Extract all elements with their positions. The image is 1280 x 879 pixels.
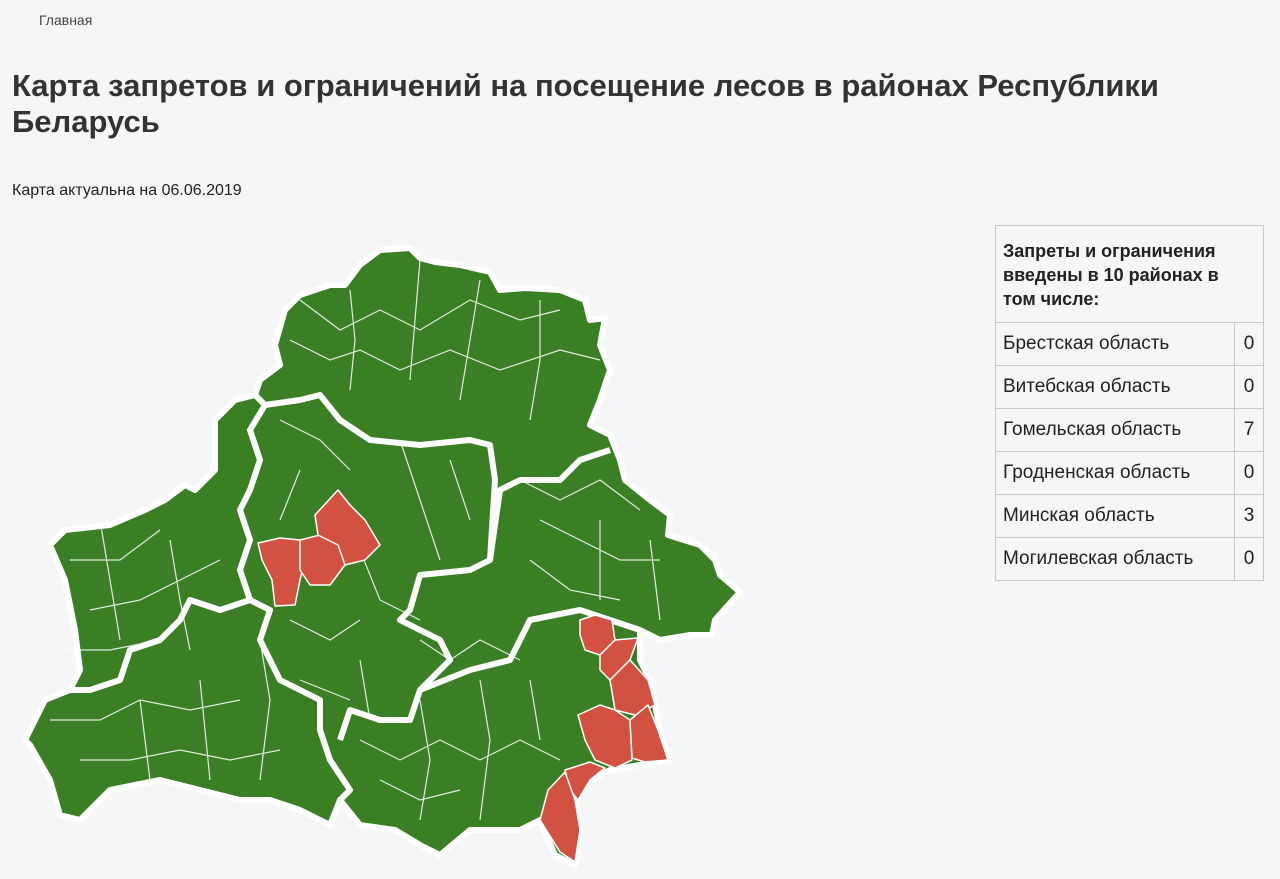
region-name: Гомельская область: [995, 408, 1235, 452]
belarus-map: [22, 245, 743, 868]
table-row: Гродненская область 0: [995, 451, 1264, 495]
table-row: Витебская область 0: [995, 365, 1264, 409]
subtitle: Карта актуальна на 06.06.2019: [12, 182, 242, 199]
region-name: Минская область: [995, 494, 1235, 538]
district-count: 7: [1234, 408, 1264, 452]
district-red: [629, 704, 669, 763]
district-red: [257, 537, 306, 607]
district-count: 3: [1234, 494, 1264, 538]
district-red: [577, 704, 633, 769]
page-title: Карта запретов и ограничений на посещени…: [12, 68, 1159, 139]
restrictions-table: Запреты и ограничения введены в 10 район…: [995, 225, 1264, 581]
table-row: Гомельская область 7: [995, 408, 1264, 452]
district-count: 0: [1234, 365, 1264, 409]
district-borders: [50, 259, 661, 821]
district-count: 0: [1234, 451, 1264, 495]
district-red: [539, 771, 581, 863]
region-name: Витебская область: [995, 365, 1235, 409]
region-borders: [70, 392, 641, 803]
country-shape: [22, 245, 743, 868]
region-name: Гродненская область: [995, 451, 1235, 495]
district-red: [314, 489, 381, 566]
table-row: Минская область 3: [995, 494, 1264, 538]
table-row: Брестская область 0: [995, 322, 1264, 366]
table-body: Брестская область 0 Витебская область 0 Гоме…: [995, 322, 1264, 581]
region-name: Брестская область: [995, 322, 1235, 366]
region-name: Могилевская область: [995, 537, 1235, 581]
district-count: 0: [1234, 537, 1264, 581]
restricted-districts: [257, 489, 669, 863]
breadcrumb-link[interactable]: Главная: [39, 12, 93, 28]
table-header: Запреты и ограничения введены в 10 район…: [995, 225, 1264, 323]
district-count: 0: [1234, 322, 1264, 366]
table-row: Могилевская область 0: [995, 537, 1264, 581]
